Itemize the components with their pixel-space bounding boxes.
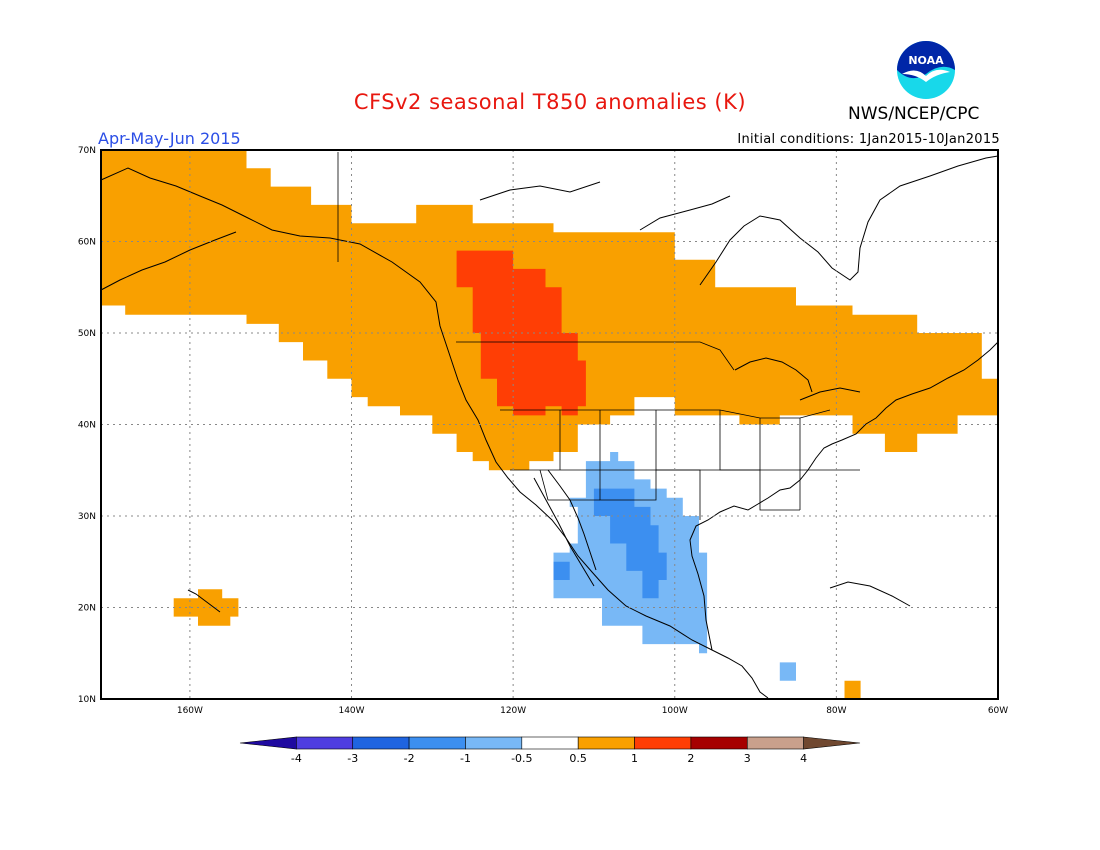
lon-tick-label: 80W — [826, 706, 846, 716]
legend-label: 2 — [687, 752, 694, 765]
legend-swatch — [577, 736, 635, 750]
anomaly-region-7 — [553, 561, 570, 580]
political-borders — [337, 152, 860, 520]
anomaly-region-5 — [779, 662, 796, 681]
legend-label: -0.5 — [511, 752, 532, 765]
lat-tick-label: 10N — [78, 695, 96, 705]
legend-label: -1 — [460, 752, 471, 765]
map-title: CFSv2 seasonal T850 anomalies (K) — [353, 90, 747, 114]
legend-label: -4 — [291, 752, 302, 765]
lat-tick-label: 60N — [78, 238, 96, 248]
lat-tick-label: 70N — [78, 146, 96, 156]
lat-tick-label: 40N — [78, 421, 96, 431]
legend-swatch — [690, 736, 748, 750]
map-frame — [100, 149, 999, 700]
lat-tick-label: 20N — [78, 604, 96, 614]
anomaly-region-2 — [844, 680, 861, 699]
color-legend: -4 -3 -2 -1 -0.5 0.5 1 2 3 4 — [239, 736, 861, 765]
lon-tick-label: 160W — [177, 706, 203, 716]
lat-tick-label: 50N — [78, 329, 96, 339]
season-label: Apr-May-Jun 2015 — [98, 129, 241, 148]
legend-swatch — [352, 736, 410, 750]
legend-swatch — [634, 736, 692, 750]
legend-swatch — [239, 736, 297, 750]
legend-label: 4 — [800, 752, 807, 765]
agency-label: NWS/NCEP/CPC — [848, 104, 980, 124]
legend-label: -2 — [404, 752, 415, 765]
logo-text: NOAA — [908, 54, 944, 67]
anomaly-region-1 — [173, 589, 239, 626]
lon-tick-label: 140W — [338, 706, 364, 716]
legend-swatch — [408, 736, 466, 750]
initial-conditions-label: Initial conditions: 1Jan2015-10Jan2015 — [737, 132, 1000, 147]
legend-swatch — [803, 736, 861, 750]
axis-labels: 70N 60N 50N 40N 30N 20N 10N 160W 140W 120W 100W 80W… — [78, 146, 1008, 716]
legend-label: 3 — [744, 752, 751, 765]
lon-tick-label: 100W — [662, 706, 688, 716]
noaa-logo: NOAA — [896, 40, 956, 100]
graticule — [101, 150, 998, 699]
legend-label: -3 — [347, 752, 358, 765]
lon-tick-label: 60W — [988, 706, 1008, 716]
legend-swatch — [521, 736, 579, 750]
lon-tick-label: 120W — [500, 706, 526, 716]
legend-swatch — [296, 736, 354, 750]
legend-swatch — [746, 736, 804, 750]
lat-tick-label: 30N — [78, 512, 96, 522]
legend-label: 1 — [631, 752, 638, 765]
legend-label: 0.5 — [569, 752, 587, 765]
legend-swatch — [465, 736, 523, 750]
